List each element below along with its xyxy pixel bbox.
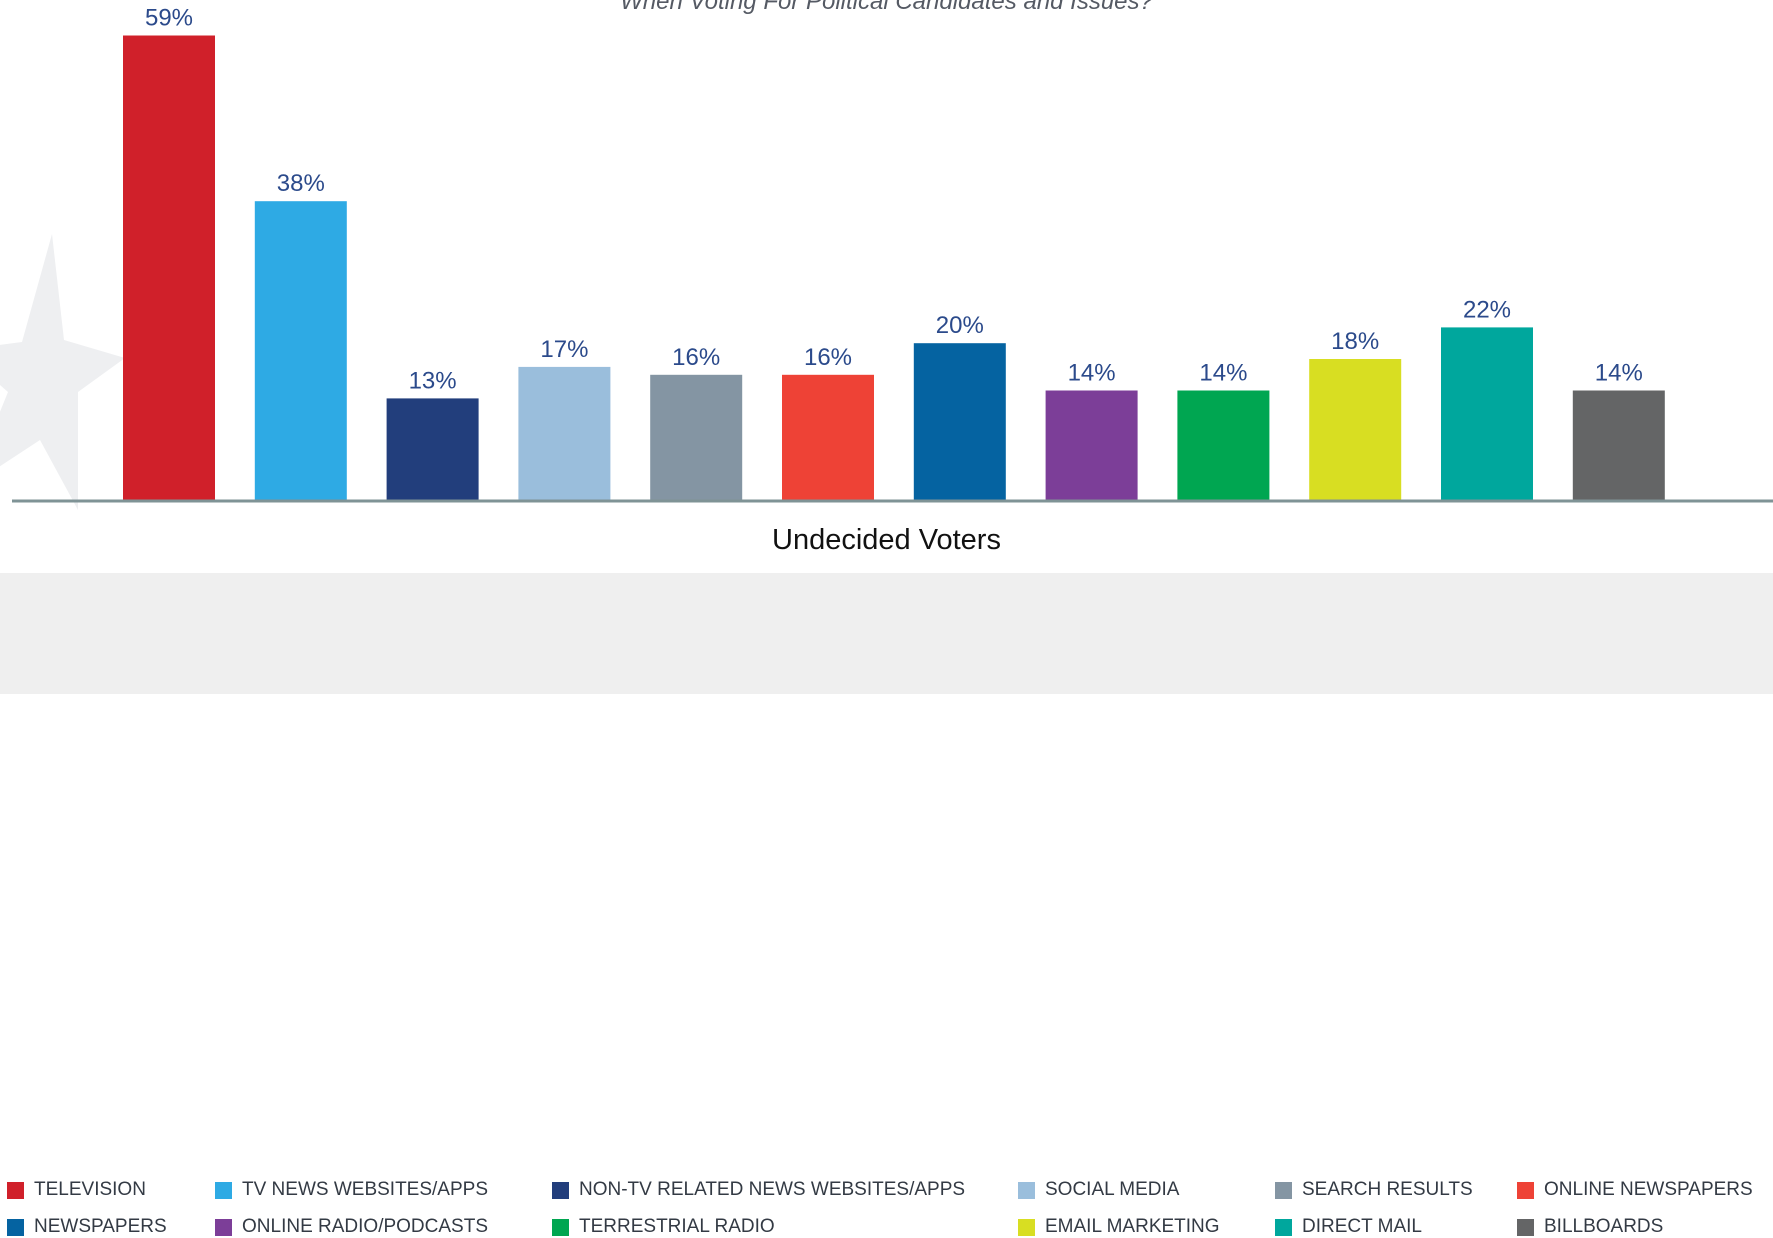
legend-label: TELEVISION [34,1179,146,1200]
star-watermark-icon [0,234,125,510]
legend-label: DIRECT MAIL [1302,1216,1423,1237]
legend-item-non-tv-news-websites: NON-TV RELATED NEWS WEBSITES/APPS [552,1179,965,1201]
legend-swatch [1275,1218,1292,1236]
data-label-television: 59% [145,5,193,32]
legend-swatch [1275,1181,1292,1199]
bar-tv-news-websites-apps [254,201,347,501]
bar-non-tv-related-news-websites-apps [386,398,479,501]
legend-item-television: TELEVISION [7,1179,146,1201]
legend-swatch [215,1218,232,1236]
data-label-direct-mail: 22% [1463,296,1511,323]
bar-search-results [650,374,743,501]
x-axis-label: Undecided Voters [772,524,1001,556]
legend-label: NON-TV RELATED NEWS WEBSITES/APPS [579,1179,966,1200]
legend-item-billboards: BILLBOARDS [1517,1216,1663,1238]
legend-swatch [1018,1218,1035,1236]
legend-label: ONLINE RADIO/PODCASTS [242,1216,488,1237]
bar-television [123,35,215,501]
legend-item-search-results: SEARCH RESULTS [1275,1179,1473,1201]
legend-swatch [7,1181,24,1199]
legend-swatch [1018,1181,1035,1199]
legend-label: TERRESTRIAL RADIO [579,1216,775,1237]
legend-label: SEARCH RESULTS [1302,1179,1473,1200]
legend-label: EMAIL MARKETING [1045,1216,1220,1237]
data-label-non-tv-related-news-websites-apps: 13% [409,367,457,394]
legend-item-terrestrial-radio: TERRESTRIAL RADIO [552,1216,775,1238]
legend-swatch [1517,1218,1534,1236]
legend-item-newspapers: NEWSPAPERS [7,1216,167,1238]
legend-item-social-media: SOCIAL MEDIA [1018,1179,1179,1201]
bar-direct-mail [1441,327,1533,501]
bar-email-marketing [1309,359,1402,501]
bar-billboards [1572,390,1665,501]
legend-label: BILLBOARDS [1544,1216,1664,1237]
legend: TELEVISION TV NEWS WEBSITES/APPS NON-TV … [0,573,1773,1237]
legend-swatch [7,1218,24,1236]
bar-newspapers [913,343,1006,501]
data-label-social-media: 17% [540,336,588,363]
bar-terrestrial-radio [1177,390,1270,501]
legend-item-online-radio-podcasts: ONLINE RADIO/PODCASTS [215,1216,488,1238]
data-label-newspapers: 20% [936,312,984,339]
legend-item-online-newspapers: ONLINE NEWSPAPERS [1517,1179,1753,1201]
legend-label: NEWSPAPERS [34,1216,167,1237]
bar-online-newspapers [782,374,874,501]
bar-online-radio-podcasts [1045,390,1138,501]
legend-item-direct-mail: DIRECT MAIL [1275,1216,1422,1238]
legend-swatch [552,1181,569,1199]
legend-swatch [552,1218,569,1236]
data-label-online-radio-podcasts: 14% [1068,360,1116,387]
legend-label: ONLINE NEWSPAPERS [1544,1179,1753,1200]
legend-label: SOCIAL MEDIA [1045,1179,1180,1200]
data-label-online-newspapers: 16% [804,344,852,371]
bar-social-media [518,366,611,501]
legend-item-email-marketing: EMAIL MARKETING [1018,1216,1220,1238]
legend-item-tv-news-websites: TV NEWS WEBSITES/APPS [215,1179,488,1201]
chart-plot: 59% 38% 13% 17% 16% 16% 20% 14% 14% 18% 22% 14% [0,5,1773,510]
chart-subtitle: When Voting For Political Candidates and… [620,0,1153,15]
data-label-terrestrial-radio: 14% [1199,360,1247,387]
data-label-tv-news-websites-apps: 38% [277,170,325,197]
legend-swatch [1517,1181,1534,1199]
legend-swatch [215,1181,232,1199]
data-label-billboards: 14% [1595,360,1643,387]
data-label-email-marketing: 18% [1331,328,1379,355]
legend-label: TV NEWS WEBSITES/APPS [242,1179,488,1200]
data-label-search-results: 16% [672,344,720,371]
